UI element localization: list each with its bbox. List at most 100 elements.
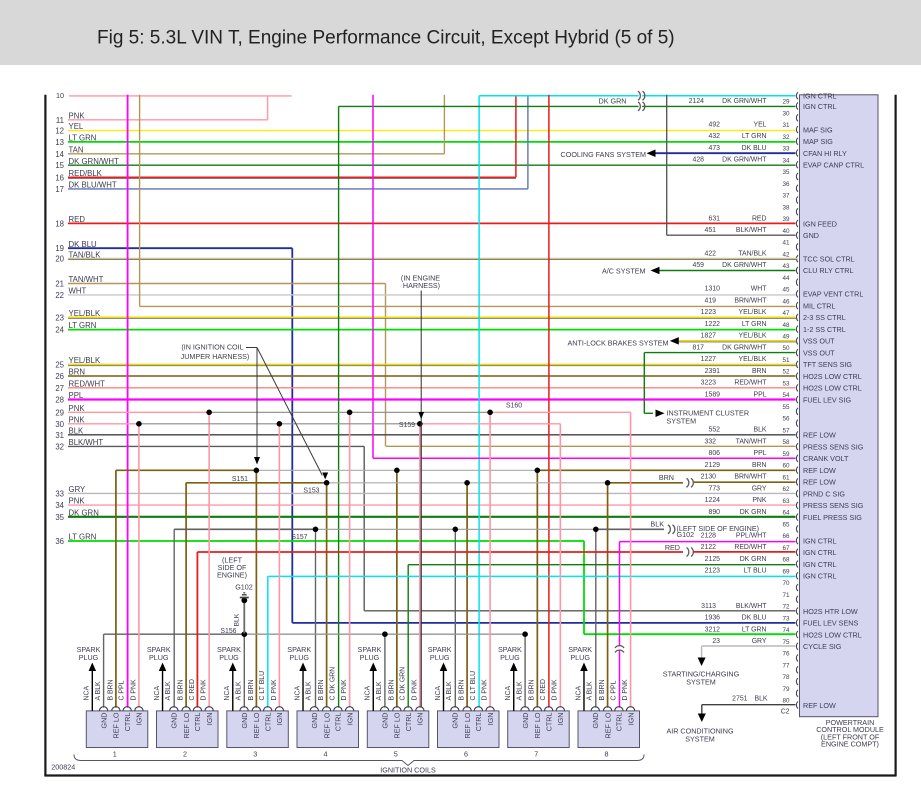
svg-text:LT GRN: LT GRN	[69, 134, 97, 143]
svg-text:YEL/BLK: YEL/BLK	[69, 309, 101, 318]
svg-text:YEL/BLK: YEL/BLK	[739, 309, 767, 316]
svg-text:DK BLU: DK BLU	[742, 145, 767, 152]
svg-text:REF LOW: REF LOW	[803, 466, 836, 475]
svg-text:3223: 3223	[701, 380, 716, 387]
svg-text:DK GRN/WHT: DK GRN/WHT	[722, 344, 767, 351]
svg-text:200824: 200824	[51, 762, 75, 771]
svg-text:DK BLU/WHT: DK BLU/WHT	[69, 181, 117, 190]
svg-text:IGN: IGN	[135, 713, 144, 726]
svg-text:FUEL PRESS SIG: FUEL PRESS SIG	[803, 513, 862, 522]
svg-text:LT GRN: LT GRN	[69, 321, 97, 330]
svg-text:BRN: BRN	[659, 473, 674, 482]
svg-text:NCA: NCA	[224, 686, 231, 701]
svg-text:C RED: C RED	[189, 679, 196, 700]
svg-text:IGN: IGN	[205, 713, 214, 726]
svg-text:B BRN: B BRN	[388, 679, 395, 700]
svg-text:1589: 1589	[705, 391, 720, 398]
svg-text:TCC SOL CTRL: TCC SOL CTRL	[803, 254, 855, 263]
svg-text:CTRL: CTRL	[404, 713, 413, 732]
svg-text:PNK: PNK	[69, 404, 86, 413]
svg-text:NCA: NCA	[435, 686, 442, 701]
svg-text:32: 32	[55, 442, 64, 451]
svg-text:IGN FEED: IGN FEED	[803, 219, 837, 228]
svg-text:3212: 3212	[705, 626, 720, 633]
svg-text:TAN/WHT: TAN/WHT	[736, 438, 768, 445]
svg-text:CRANK VOLT: CRANK VOLT	[803, 454, 849, 463]
svg-text:2751: 2751	[732, 696, 747, 703]
svg-text:35: 35	[782, 169, 790, 176]
svg-text:RED/WHT: RED/WHT	[734, 380, 767, 387]
svg-text:1223: 1223	[701, 309, 716, 316]
svg-text:Fig 5: 5.3L VIN T, Engine Perf: Fig 5: 5.3L VIN T, Engine Performance Ci…	[97, 28, 675, 49]
svg-text:SYSTEM: SYSTEM	[686, 677, 716, 686]
svg-text:REF LO: REF LO	[533, 712, 542, 738]
svg-text:78: 78	[782, 674, 790, 681]
svg-text:WHT: WHT	[751, 286, 767, 293]
svg-text:890: 890	[709, 509, 721, 516]
svg-text:11: 11	[56, 116, 64, 125]
svg-text:D PNK: D PNK	[482, 679, 489, 700]
svg-text:1-2 SS CTRL: 1-2 SS CTRL	[803, 325, 846, 334]
svg-text:PLUG: PLUG	[79, 653, 99, 662]
svg-text:LT GRN: LT GRN	[69, 533, 97, 542]
svg-text:REF LOW: REF LOW	[803, 701, 836, 710]
svg-text:DK BLU: DK BLU	[69, 240, 98, 249]
svg-text:PPL: PPL	[753, 391, 766, 398]
svg-text:68: 68	[782, 557, 790, 564]
svg-text:60: 60	[782, 463, 790, 470]
svg-text:36: 36	[55, 537, 64, 546]
svg-text:806: 806	[709, 450, 721, 457]
svg-text:66: 66	[782, 533, 790, 540]
svg-text:A BLK: A BLK	[165, 681, 172, 701]
svg-text:RED: RED	[665, 543, 680, 552]
svg-text:PLUG: PLUG	[289, 653, 309, 662]
svg-text:C RED: C RED	[540, 679, 547, 700]
svg-text:BLK: BLK	[234, 613, 241, 626]
svg-text:MAF SIG: MAF SIG	[803, 125, 833, 134]
svg-text:5: 5	[394, 750, 398, 759]
svg-text:3113: 3113	[701, 603, 716, 610]
svg-text:2-3 SS CTRL: 2-3 SS CTRL	[803, 313, 846, 322]
svg-text:REF LO: REF LO	[463, 712, 472, 738]
svg-text:13: 13	[55, 138, 64, 147]
svg-text:S159: S159	[399, 422, 415, 429]
svg-text:A BLK: A BLK	[376, 681, 383, 701]
svg-text:817: 817	[693, 344, 705, 351]
svg-text:76: 76	[782, 651, 790, 658]
svg-text:REF LO: REF LO	[393, 712, 402, 738]
svg-text:SPARK: SPARK	[217, 645, 241, 654]
svg-text:64: 64	[782, 510, 790, 517]
svg-text:PPL: PPL	[69, 391, 84, 400]
svg-text:C DK GRN: C DK GRN	[329, 667, 336, 701]
svg-text:31: 31	[782, 122, 790, 129]
svg-text:IGNITION COILS: IGNITION COILS	[380, 766, 436, 775]
svg-text:YEL: YEL	[69, 122, 84, 131]
svg-text:YEL/BLK: YEL/BLK	[69, 356, 101, 365]
svg-text:GND: GND	[310, 713, 319, 729]
svg-text:16: 16	[55, 173, 64, 182]
svg-text:631: 631	[709, 215, 721, 222]
svg-text:43: 43	[782, 263, 790, 270]
svg-text:TAN: TAN	[69, 145, 84, 154]
svg-text:YEL/BLK: YEL/BLK	[739, 333, 767, 340]
svg-text:A BLK: A BLK	[446, 681, 453, 701]
svg-text:B BRN: B BRN	[529, 679, 536, 700]
svg-text:PLUG: PLUG	[430, 653, 450, 662]
svg-text:A/C SYSTEM: A/C SYSTEM	[602, 267, 646, 276]
svg-text:40: 40	[782, 228, 790, 235]
svg-text:SPARK: SPARK	[287, 645, 311, 654]
svg-text:PNK: PNK	[69, 111, 86, 120]
svg-text:79: 79	[782, 686, 790, 693]
svg-text:SPARK: SPARK	[568, 645, 592, 654]
svg-text:MIL CTRL: MIL CTRL	[803, 301, 835, 310]
svg-text:28: 28	[55, 396, 64, 405]
svg-text:PNK: PNK	[752, 497, 767, 504]
svg-text:C LT BLU: C LT BLU	[259, 671, 266, 701]
svg-text:332: 332	[705, 438, 717, 445]
svg-text:AIR CONDITIONING: AIR CONDITIONING	[666, 727, 733, 736]
svg-text:B BRN: B BRN	[107, 679, 114, 700]
svg-text:RED/WHT: RED/WHT	[69, 379, 106, 388]
svg-text:PRND C SIG: PRND C SIG	[803, 489, 845, 498]
svg-text:25: 25	[55, 361, 64, 370]
svg-text:39: 39	[782, 216, 790, 223]
